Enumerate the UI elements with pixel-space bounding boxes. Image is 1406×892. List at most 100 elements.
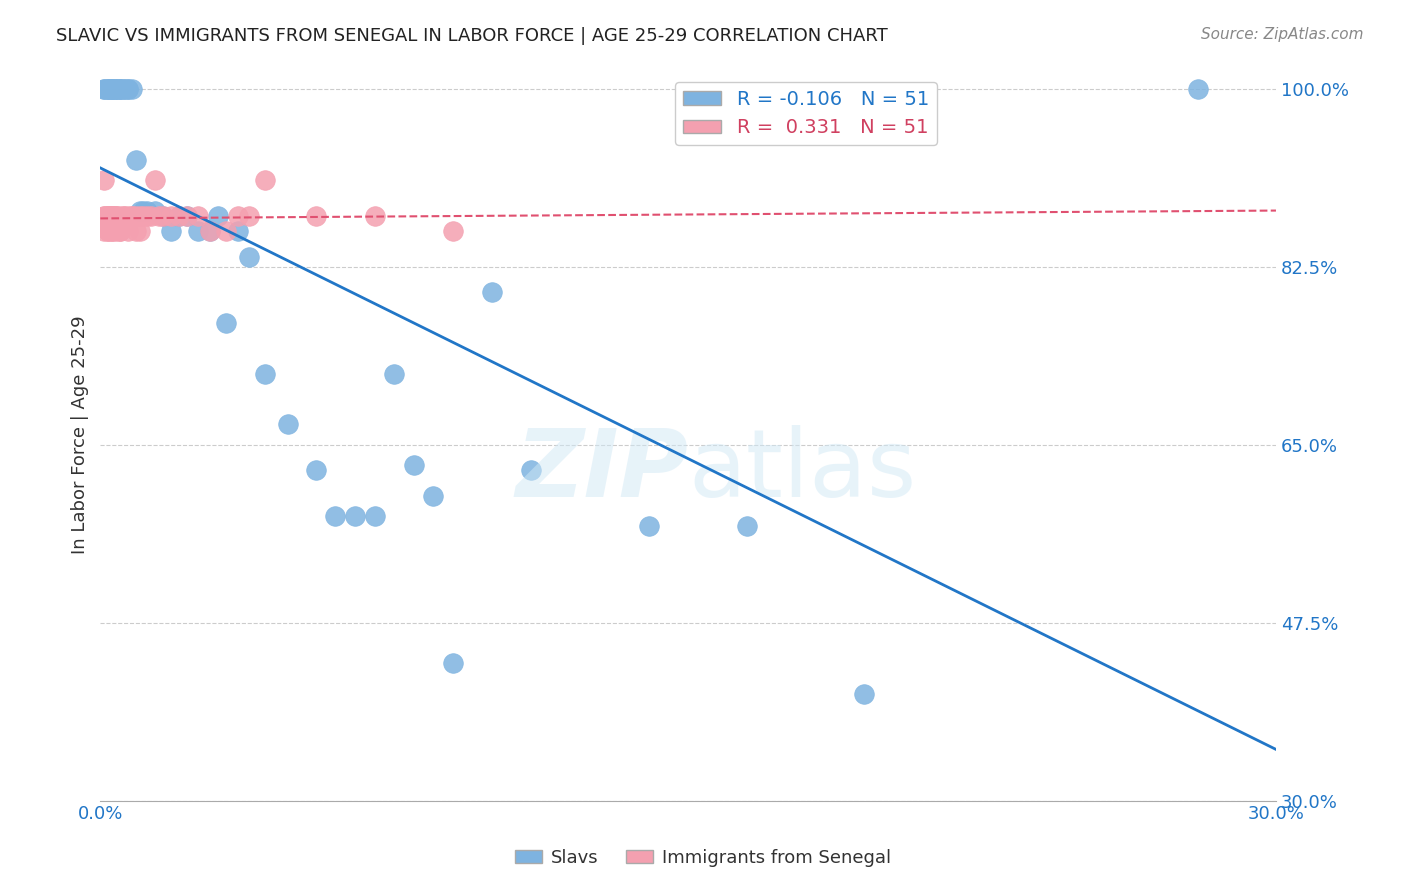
Point [176, 209, 198, 223]
Point [93, 224, 115, 238]
Point [108, 82, 131, 96]
Point [93, 209, 115, 223]
Point [638, 519, 661, 533]
Point [226, 209, 249, 223]
Point [97, 209, 120, 223]
Point [160, 224, 183, 238]
Point [108, 82, 131, 96]
Point [121, 209, 143, 223]
Point [176, 209, 198, 223]
Point [93, 209, 115, 223]
Point [117, 209, 139, 223]
Legend: R = -0.106   N = 51, R =  0.331   N = 51: R = -0.106 N = 51, R = 0.331 N = 51 [675, 82, 936, 145]
Point [101, 82, 124, 96]
Point [187, 224, 209, 238]
Point [152, 209, 174, 223]
Point [167, 209, 190, 223]
Point [207, 209, 229, 223]
Point [101, 82, 124, 96]
Point [325, 508, 347, 523]
Point [128, 209, 150, 223]
Text: Source: ZipAtlas.com: Source: ZipAtlas.com [1201, 27, 1364, 42]
Text: ZIP: ZIP [515, 425, 688, 517]
Point [520, 463, 543, 477]
Point [132, 209, 155, 223]
Point [117, 82, 139, 96]
Point [132, 203, 155, 218]
Point [215, 224, 238, 238]
Point [97, 224, 120, 238]
Point [382, 367, 405, 381]
Point [93, 173, 115, 187]
Point [108, 82, 131, 96]
Point [124, 209, 146, 223]
Point [198, 224, 221, 238]
Point [735, 519, 758, 533]
Point [124, 224, 146, 238]
Point [112, 209, 135, 223]
Legend: Slavs, Immigrants from Senegal: Slavs, Immigrants from Senegal [508, 842, 898, 874]
Point [422, 489, 444, 503]
Point [148, 209, 170, 223]
Point [402, 458, 425, 472]
Point [1187, 82, 1209, 96]
Point [97, 209, 120, 223]
Point [101, 224, 124, 238]
Point [101, 82, 124, 96]
Point [97, 82, 120, 96]
Point [117, 82, 139, 96]
Point [253, 367, 276, 381]
Point [105, 82, 128, 96]
Point [187, 209, 209, 223]
Point [105, 209, 128, 223]
Point [117, 224, 139, 238]
Point [152, 209, 174, 223]
Point [198, 224, 221, 238]
Point [238, 209, 260, 223]
Point [124, 153, 146, 167]
Point [215, 316, 238, 330]
Point [363, 508, 385, 523]
Point [167, 209, 190, 223]
Point [108, 209, 131, 223]
Point [136, 203, 159, 218]
Point [105, 224, 128, 238]
Point [121, 82, 143, 96]
Point [101, 209, 124, 223]
Point [101, 224, 124, 238]
Point [112, 82, 135, 96]
Point [93, 82, 115, 96]
Point [128, 224, 150, 238]
Point [101, 209, 124, 223]
Point [101, 82, 124, 96]
Point [97, 209, 120, 223]
Point [441, 224, 464, 238]
Point [160, 209, 183, 223]
Point [238, 250, 260, 264]
Point [141, 209, 163, 223]
Point [105, 82, 128, 96]
Point [97, 209, 120, 223]
Point [853, 687, 876, 701]
Point [481, 285, 503, 300]
Point [363, 209, 385, 223]
Point [143, 173, 166, 187]
Point [112, 82, 135, 96]
Point [101, 209, 124, 223]
Text: SLAVIC VS IMMIGRANTS FROM SENEGAL IN LABOR FORCE | AGE 25-29 CORRELATION CHART: SLAVIC VS IMMIGRANTS FROM SENEGAL IN LAB… [56, 27, 889, 45]
Point [143, 203, 166, 218]
Point [441, 657, 464, 671]
Point [128, 203, 150, 218]
Point [344, 508, 367, 523]
Point [121, 209, 143, 223]
Text: atlas: atlas [688, 425, 917, 517]
Point [305, 209, 328, 223]
Point [105, 209, 128, 223]
Point [105, 209, 128, 223]
Point [226, 224, 249, 238]
Point [101, 209, 124, 223]
Point [97, 224, 120, 238]
Point [105, 82, 128, 96]
Point [108, 224, 131, 238]
Point [108, 224, 131, 238]
